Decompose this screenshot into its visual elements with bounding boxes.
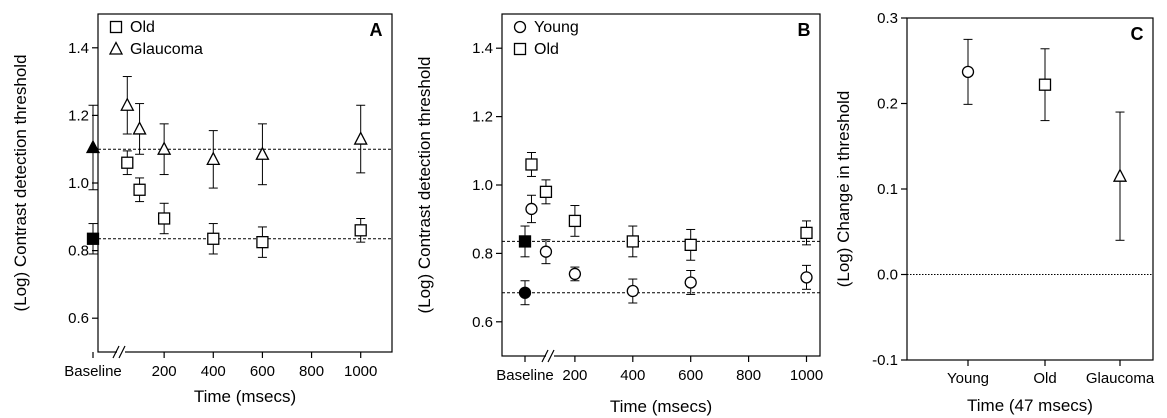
x-tick-label: Glaucoma <box>1086 370 1155 387</box>
old-baseline-point <box>520 236 531 247</box>
x-tick-label: 800 <box>299 363 324 380</box>
y-tick-label: 1.4 <box>472 40 493 57</box>
y-tick-label: -0.1 <box>872 352 898 369</box>
legend-marker <box>110 43 122 55</box>
x-axis-title: Time (msecs) <box>610 397 712 416</box>
y-axis-title: (Log) Contrast detection threshold <box>11 54 30 311</box>
y-tick-label: 0.6 <box>472 314 493 331</box>
legend-marker <box>515 22 526 33</box>
old-data-point <box>159 213 170 224</box>
glaucoma-data-point <box>121 99 133 111</box>
old-data-point <box>134 184 145 195</box>
y-tick-label: 1.0 <box>68 175 89 192</box>
old-data-point <box>526 159 537 170</box>
y-tick-label: 0.0 <box>877 267 898 284</box>
young-data-point <box>526 203 537 214</box>
y-tick-label: 0.8 <box>472 245 493 262</box>
x-tick-label: Young <box>947 370 989 387</box>
glaucoma-data-point <box>1114 170 1126 182</box>
old-data-point <box>685 239 696 250</box>
y-tick-label: 1.0 <box>472 177 493 194</box>
y-tick-label: 1.2 <box>68 107 89 124</box>
glaucoma-data-point <box>207 153 219 165</box>
x-axis-title: Time (msecs) <box>194 387 296 406</box>
x-tick-label: 400 <box>620 367 645 384</box>
plot-frame <box>502 14 820 356</box>
glaucoma-data-point <box>158 143 170 155</box>
old-data-point <box>801 227 812 238</box>
x-tick-label: 400 <box>201 363 226 380</box>
glaucoma-baseline-point <box>87 141 99 153</box>
plot-frame <box>907 18 1153 360</box>
panel-letter: C <box>1131 24 1144 44</box>
x-axis-title: Time (47 msecs) <box>967 396 1093 415</box>
old-data-point <box>208 233 219 244</box>
old-baseline-point <box>88 233 99 244</box>
old-data-point <box>257 237 268 248</box>
y-tick-label: 1.2 <box>472 109 493 126</box>
young-data-point <box>540 246 551 257</box>
young-data-point <box>963 66 974 77</box>
y-tick-label: 0.1 <box>877 181 898 198</box>
glaucoma-data-point <box>134 122 146 134</box>
y-axis-title: (Log) Change in threshold <box>834 91 853 288</box>
plot-frame <box>98 14 392 352</box>
legend-label: Glaucoma <box>130 41 203 58</box>
old-data-point <box>355 225 366 236</box>
y-tick-label: 0.6 <box>68 310 89 327</box>
x-tick-label: 200 <box>562 367 587 384</box>
old-data-point <box>122 157 133 168</box>
old-data-point <box>1040 79 1051 90</box>
y-axis-title: (Log) Contrast detection threshold <box>415 56 434 313</box>
legend-label: Young <box>534 19 579 36</box>
x-tick-label: 1000 <box>790 367 823 384</box>
young-baseline-point <box>520 287 531 298</box>
x-tick-label: Old <box>1033 370 1056 387</box>
old-data-point <box>540 186 551 197</box>
panel-letter: A <box>370 20 383 40</box>
y-tick-label: 0.8 <box>68 243 89 260</box>
young-data-point <box>685 277 696 288</box>
y-tick-label: 1.4 <box>68 40 89 57</box>
young-data-point <box>569 268 580 279</box>
young-data-point <box>627 286 638 297</box>
legend-marker <box>111 22 122 33</box>
legend-label: Old <box>534 41 559 58</box>
x-tick-label: 600 <box>678 367 703 384</box>
baseline-tick-label: Baseline <box>496 367 554 384</box>
y-tick-label: 0.3 <box>877 10 898 27</box>
y-tick-label: 0.2 <box>877 96 898 113</box>
old-data-point <box>627 236 638 247</box>
x-tick-label: 200 <box>152 363 177 380</box>
panel-letter: B <box>798 20 811 40</box>
legend-label: Old <box>130 19 155 36</box>
glaucoma-data-point <box>355 133 367 145</box>
old-data-point <box>569 215 580 226</box>
legend-marker <box>515 44 526 55</box>
baseline-tick-label: Baseline <box>64 363 122 380</box>
young-data-point <box>801 272 812 283</box>
x-tick-label: 600 <box>250 363 275 380</box>
x-tick-label: 1000 <box>344 363 377 380</box>
x-tick-label: 800 <box>736 367 761 384</box>
